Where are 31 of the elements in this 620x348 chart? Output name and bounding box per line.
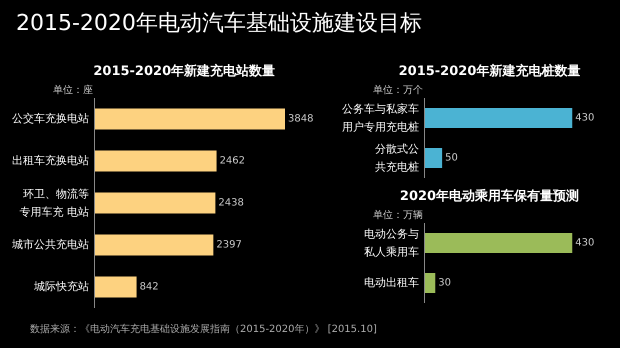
- y-tick-label: 环卫、物流等专用车充 电站: [18, 186, 89, 220]
- data-label: 3848: [288, 114, 314, 124]
- bar: [95, 108, 285, 130]
- y-tick-label: 出租车充换电站: [11, 153, 89, 170]
- y-tick-label: 电动公务与私人乘用车: [363, 226, 419, 260]
- y-tick-label: 公交车充换电站: [11, 111, 89, 128]
- y-tick-label: 城际快充站: [33, 279, 89, 296]
- data-label: 842: [140, 282, 159, 292]
- y-axis-title: 单位：万辆: [373, 207, 423, 221]
- y-tick-label: 公务车与私家车用户专用充电桩: [341, 101, 419, 135]
- chart-title: 2020年电动乘用车保有量预测: [400, 188, 580, 204]
- y-axis-title: 单位：万个: [373, 82, 423, 96]
- y-tick-label: 分散式公共充电桩: [374, 141, 419, 175]
- data-label: 30: [438, 278, 452, 288]
- text: 2015-2020年电动汽车基础设施建设目标: [16, 10, 422, 38]
- data-label: 430: [575, 238, 594, 248]
- bar: [95, 276, 137, 298]
- y-tick-label: 电动出租车: [363, 275, 419, 292]
- data-label: 2397: [216, 240, 242, 250]
- y-tick-label: 城市公共充电站: [11, 237, 89, 254]
- data-label: 430: [575, 112, 594, 124]
- chart-title: 2015-2020年新建充电桩数量: [398, 63, 580, 80]
- bar: [95, 150, 217, 172]
- bar: [95, 234, 214, 256]
- y-axis-title: 单位：座: [53, 82, 93, 96]
- data-label: 50: [445, 152, 458, 164]
- data-label: 2462: [220, 156, 246, 166]
- bar: [95, 192, 216, 214]
- source-note: 数据来源：《电动汽车充电基础设施发展指南（2015-2020年）》 [2015.10]: [30, 322, 377, 336]
- chart-title: 2015-2020年新建充电站数量: [93, 63, 276, 80]
- data-label: 2438: [218, 198, 244, 208]
